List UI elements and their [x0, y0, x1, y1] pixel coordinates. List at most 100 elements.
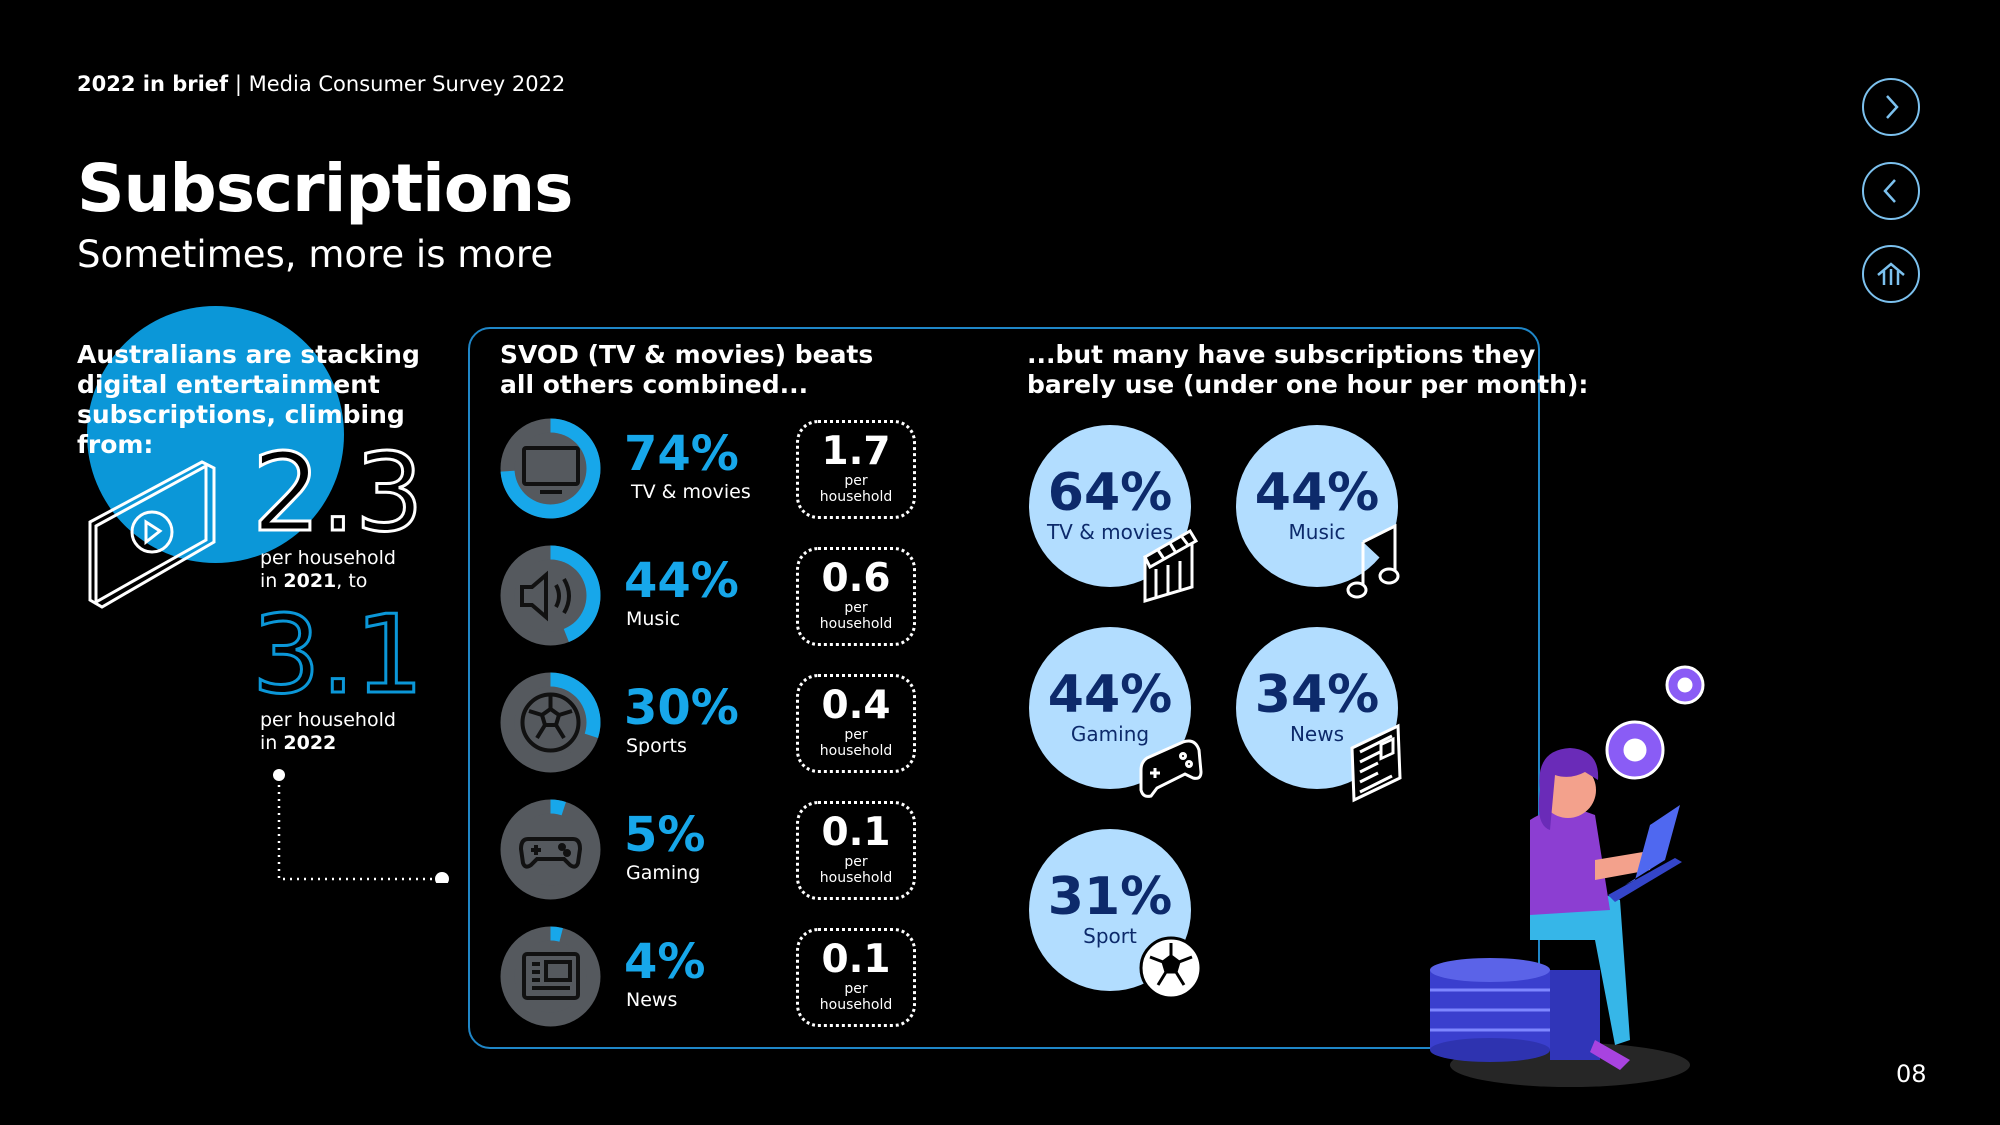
donut-hole: [514, 813, 587, 886]
donut-chart: [500, 418, 601, 519]
svod-percentage: 4%: [624, 934, 706, 990]
per-household-value: 1.7: [821, 429, 891, 474]
caption-2021-line2: in 2021, to: [260, 570, 396, 593]
breadcrumb: 2022 in brief | Media Consumer Survey 20…: [77, 72, 565, 96]
chevron-left-icon: [1883, 179, 1896, 203]
caption-2021-line1: per household: [260, 547, 396, 569]
per-household-badge: 0.1 per household: [796, 928, 916, 1027]
caption-2021-suffix: , to: [336, 570, 368, 592]
donut-chart: [500, 672, 601, 773]
next-page-button[interactable]: [1862, 78, 1920, 136]
underused-percentage: 34%: [1254, 665, 1380, 725]
newspaper-icon: [1350, 723, 1402, 803]
newspaper-icon: [522, 952, 580, 1000]
underused-percentage: 31%: [1047, 867, 1173, 927]
donut-hole: [514, 940, 587, 1013]
per-household-unit-2: household: [819, 616, 893, 632]
chevron-right-icon: [1886, 95, 1899, 119]
page-title: Subscriptions: [77, 150, 573, 227]
caption-2021-year: 2021: [283, 570, 337, 592]
svod-row-gaming: 5% Gaming: [500, 799, 920, 903]
home-button[interactable]: [1862, 245, 1920, 303]
previous-page-button[interactable]: [1862, 162, 1920, 220]
woman-with-laptop-illustration: [1430, 665, 1705, 1087]
per-household-value: 0.1: [821, 810, 891, 855]
gamepad-icon: [1139, 739, 1203, 798]
breadcrumb-separator: |: [228, 72, 249, 96]
per-household-value: 0.1: [821, 937, 891, 982]
caption-2022-line2: in 2022: [260, 732, 396, 755]
svod-label: TV & movies: [631, 481, 751, 503]
per-household-unit-1: per: [844, 981, 868, 997]
donut-hole: [514, 559, 587, 632]
donut-hole: [514, 432, 587, 505]
svod-label: Music: [626, 608, 681, 630]
caption-2022-line1: per household: [260, 709, 396, 731]
svod-row-tv-movies: 74% TV & movies: [500, 418, 920, 522]
per-household-badge: 1.7 per household: [796, 420, 916, 519]
per-household-badge: 0.1 per household: [796, 801, 916, 900]
households-2021-value: 2.3: [251, 431, 426, 556]
underused-bubble-news: 34% News: [1236, 627, 1398, 789]
caption-2021: per household in 2021, to: [260, 547, 396, 593]
donut-chart: [500, 926, 601, 1027]
per-household-unit-1: per: [844, 854, 868, 870]
caption-2022-year: 2022: [283, 732, 337, 754]
svod-row-sports: 30% Sports: [500, 672, 920, 776]
svod-heading: SVOD (TV & movies) beats all others comb…: [500, 340, 873, 400]
svod-percentage: 44%: [624, 553, 739, 609]
svod-row-music: 44% Music: [500, 545, 920, 649]
per-household-badge: 0.4 per household: [796, 674, 916, 773]
svod-panel: [468, 327, 1540, 1049]
per-household-unit-1: per: [844, 473, 868, 489]
gamepad-icon: [518, 837, 583, 869]
underused-percentage: 64%: [1047, 463, 1173, 523]
caption-2022-prefix: in: [260, 732, 284, 754]
per-household-unit-2: household: [819, 870, 893, 886]
underused-label: Sport: [1083, 924, 1137, 948]
per-household-unit-1: per: [844, 727, 868, 743]
svod-percentage: 74%: [624, 426, 739, 482]
per-household-value: 0.6: [821, 556, 891, 601]
caption-2021-prefix: in: [260, 570, 284, 592]
subscriptions-intro: Australians are stacking digital enterta…: [77, 340, 420, 459]
donut-hole: [514, 686, 587, 759]
underused-percentage: 44%: [1047, 665, 1173, 725]
svod-row-news: 4% News: [500, 926, 920, 1030]
underused-label: Gaming: [1070, 722, 1150, 746]
music-note-icon: [1346, 523, 1400, 599]
per-household-value: 0.4: [821, 683, 891, 728]
underused-heading: ...but many have subscriptions they bare…: [1027, 340, 1588, 400]
donut-chart: [500, 545, 601, 646]
underused-bubble-sport: 31% Sport: [1029, 829, 1191, 991]
svod-label: Sports: [626, 735, 687, 757]
soccer-ball-icon: [520, 692, 581, 753]
svod-percentage: 5%: [624, 807, 706, 863]
underused-heading-line2: barely use (under one hour per month):: [1027, 370, 1589, 399]
svod-label: News: [626, 989, 678, 1011]
svod-heading-line1: SVOD (TV & movies) beats: [500, 340, 874, 369]
breadcrumb-publication: Media Consumer Survey 2022: [248, 72, 566, 96]
per-household-unit-2: household: [819, 997, 893, 1013]
per-household-unit-2: household: [819, 489, 893, 505]
svod-heading-line2: all others combined...: [500, 370, 809, 399]
speaker-icon: [520, 570, 571, 622]
home-icon: [1877, 262, 1905, 285]
underused-bubble-music: 44% Music: [1236, 425, 1398, 587]
underused-label: News: [1289, 722, 1345, 746]
page-number: 08: [1896, 1060, 1927, 1088]
tablet-play-icon: [88, 460, 216, 609]
per-household-unit-1: per: [844, 600, 868, 616]
tv-icon: [522, 446, 580, 494]
caption-2022: per household in 2022: [260, 709, 396, 755]
underused-percentage: 44%: [1254, 463, 1380, 523]
underused-label: TV & movies: [1046, 520, 1174, 544]
underused-label: Music: [1288, 520, 1346, 544]
page-subtitle: Sometimes, more is more: [77, 233, 554, 276]
connector-line: [273, 769, 449, 883]
donut-chart: [500, 799, 601, 900]
soccer-ball-icon: [1139, 936, 1203, 1000]
per-household-unit-2: household: [819, 743, 893, 759]
households-2022-value: 3.1: [251, 593, 426, 718]
underused-heading-line1: ...but many have subscriptions they: [1027, 340, 1536, 369]
